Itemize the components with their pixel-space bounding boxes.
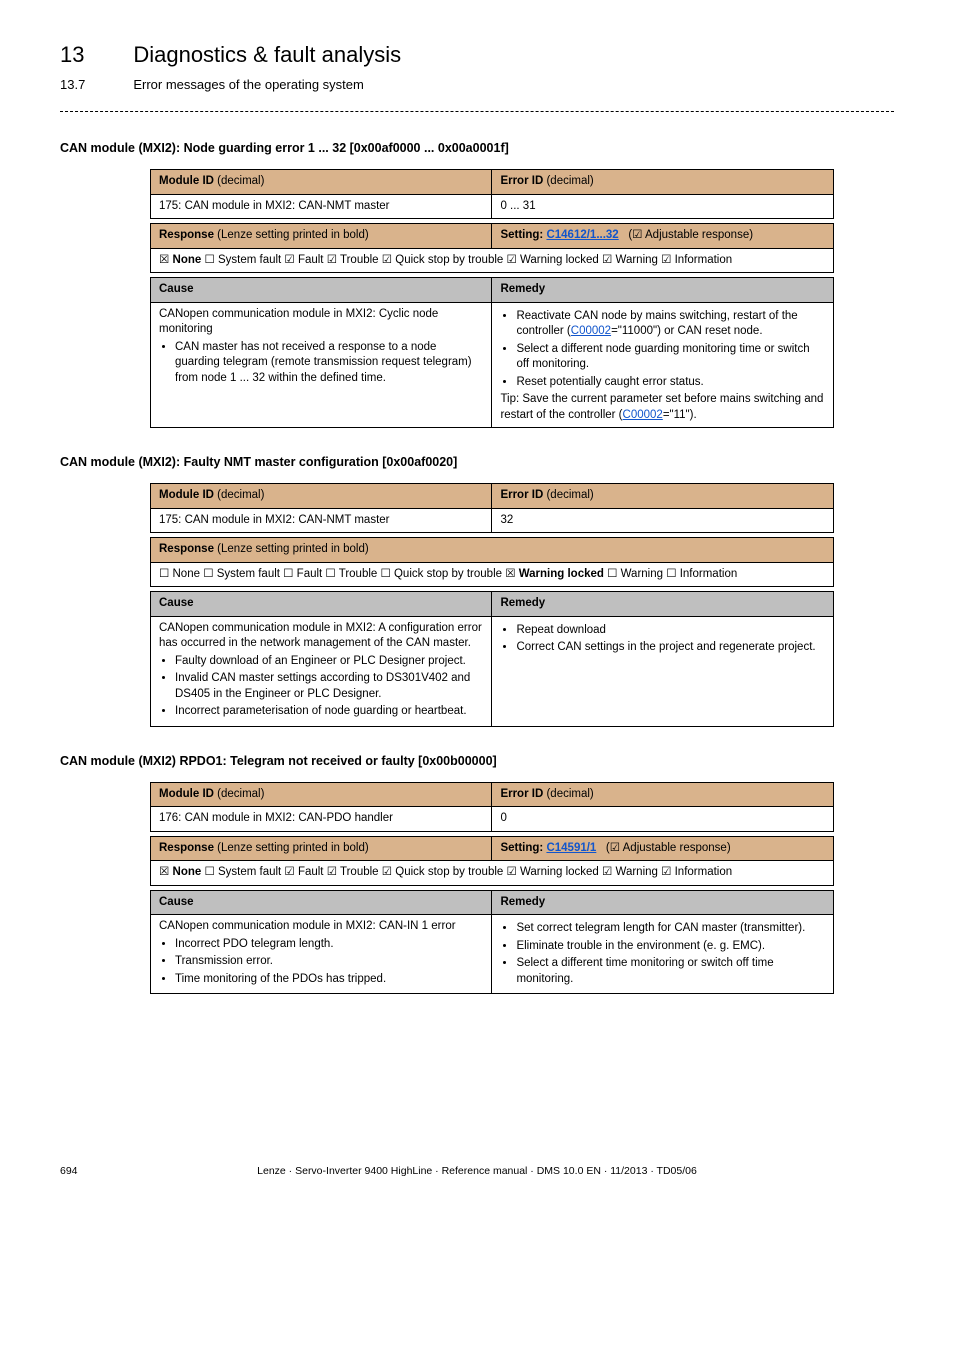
entry-title: CAN module (MXI2): Faulty NMT master con… [60, 454, 894, 471]
module-error-table: Module ID (decimal)Error ID (decimal)175… [150, 483, 834, 533]
page-footer: 694 Lenze · Servo-Inverter 9400 HighLine… [60, 1164, 894, 1178]
page-number: 694 [60, 1164, 78, 1178]
response-table: Response (Lenze setting printed in bold)… [150, 537, 834, 587]
cause-remedy-table: CauseRemedyCANopen communication module … [150, 890, 834, 995]
entry-title: CAN module (MXI2): Node guarding error 1… [60, 140, 894, 157]
chapter-title: Diagnostics & fault analysis [133, 40, 401, 70]
section-title: Error messages of the operating system [133, 76, 364, 94]
divider [60, 111, 894, 112]
response-table: Response (Lenze setting printed in bold)… [150, 836, 834, 886]
section-number: 13.7 [60, 76, 130, 94]
tail-link[interactable]: C00002 [623, 409, 663, 421]
chapter-header: 13 Diagnostics & fault analysis [60, 40, 894, 70]
setting-link[interactable]: C14591/1 [546, 842, 596, 854]
cause-remedy-table: CauseRemedyCANopen communication module … [150, 277, 834, 428]
module-error-table: Module ID (decimal)Error ID (decimal)175… [150, 169, 834, 219]
response-table: Response (Lenze setting printed in bold)… [150, 223, 834, 273]
setting-link[interactable]: C14612/1...32 [546, 229, 618, 241]
cause-remedy-table: CauseRemedyCANopen communication module … [150, 591, 834, 727]
module-error-table: Module ID (decimal)Error ID (decimal)176… [150, 782, 834, 832]
entry-title: CAN module (MXI2) RPDO1: Telegram not re… [60, 753, 894, 770]
section-header: 13.7 Error messages of the operating sys… [60, 76, 894, 94]
chapter-number: 13 [60, 40, 130, 70]
footer-text: Lenze · Servo-Inverter 9400 HighLine · R… [60, 1164, 894, 1178]
